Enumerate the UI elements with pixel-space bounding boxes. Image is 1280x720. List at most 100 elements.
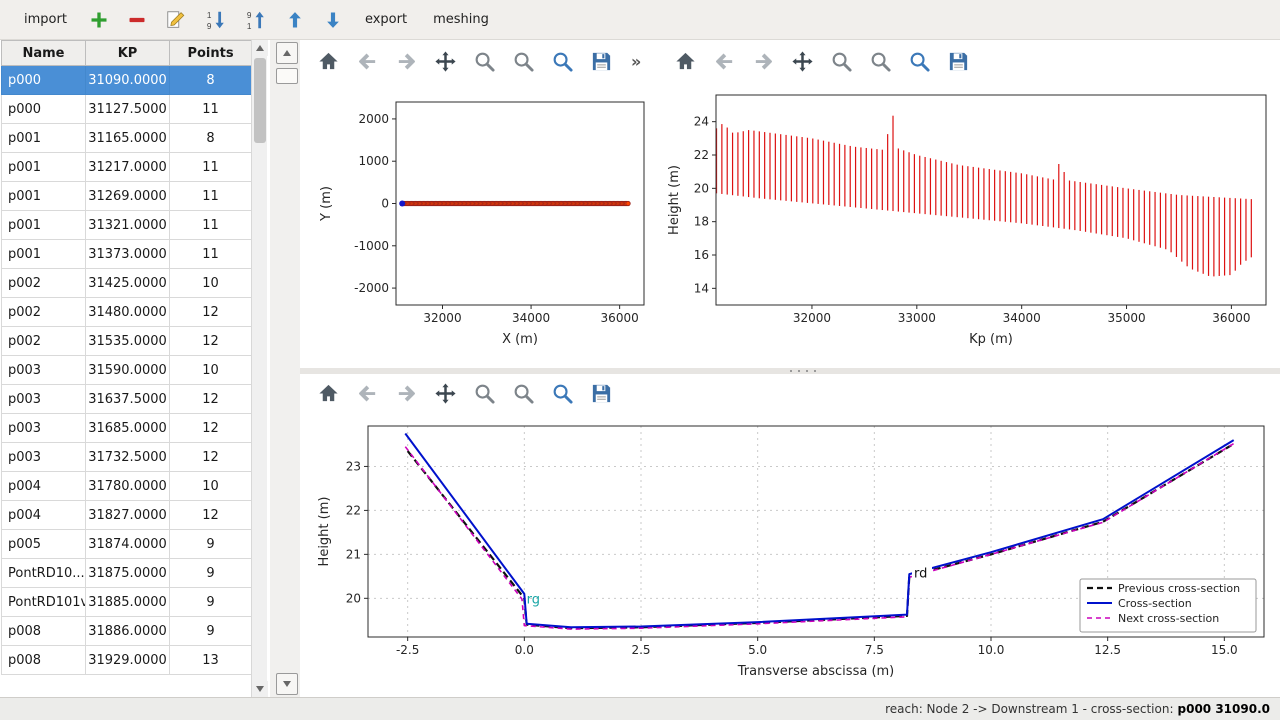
- cell-name[interactable]: p008: [1, 616, 86, 646]
- cell-kp[interactable]: 31590.0000: [85, 355, 170, 385]
- cell-kp[interactable]: 31929.0000: [85, 645, 170, 675]
- table-row[interactable]: p002 31425.0000 10: [1, 268, 252, 298]
- table-scrollbar[interactable]: [251, 40, 268, 697]
- move-down-button[interactable]: [321, 8, 345, 32]
- column-header-name[interactable]: Name: [1, 40, 86, 66]
- cell-name[interactable]: p002: [1, 297, 86, 327]
- cell-points[interactable]: 10: [169, 268, 252, 298]
- cell-kp[interactable]: 31373.0000: [85, 239, 170, 269]
- table-row[interactable]: p002 31480.0000 12: [1, 297, 252, 327]
- table-row[interactable]: p001 31321.0000 11: [1, 210, 252, 240]
- cell-name[interactable]: p001: [1, 181, 86, 211]
- zoom-button[interactable]: [828, 48, 855, 75]
- cell-kp[interactable]: 31127.5000: [85, 94, 170, 124]
- cell-points[interactable]: 11: [169, 210, 252, 240]
- cell-points[interactable]: 9: [169, 587, 252, 617]
- cell-kp[interactable]: 31090.0000: [85, 65, 170, 95]
- table-row[interactable]: p008 31929.0000 13: [1, 645, 252, 675]
- longitudinal-profile-chart[interactable]: 32000 33000 34000 35000 36000 14 16 18 20 22 24 Kp …: [660, 78, 1280, 368]
- cell-points[interactable]: 11: [169, 94, 252, 124]
- cell-points[interactable]: 12: [169, 297, 252, 327]
- table-row[interactable]: p005 31874.0000 9: [1, 529, 252, 559]
- import-button[interactable]: import: [24, 12, 67, 27]
- zoom-button[interactable]: [471, 380, 498, 407]
- cell-points[interactable]: 12: [169, 500, 252, 530]
- cell-kp[interactable]: 31732.5000: [85, 442, 170, 472]
- table-row[interactable]: p004 31780.0000 10: [1, 471, 252, 501]
- cell-kp[interactable]: 31827.0000: [85, 500, 170, 530]
- zoom-in-button[interactable]: [510, 380, 537, 407]
- cell-name[interactable]: p002: [1, 326, 86, 356]
- cell-name[interactable]: p004: [1, 471, 86, 501]
- cell-kp[interactable]: 31269.0000: [85, 181, 170, 211]
- cell-name[interactable]: p000: [1, 65, 86, 95]
- table-row[interactable]: PontRD10... 31875.0000 9: [1, 558, 252, 588]
- table-row[interactable]: p001 31373.0000 11: [1, 239, 252, 269]
- zoom-fit-button[interactable]: [549, 48, 576, 75]
- table-row[interactable]: p003 31590.0000 10: [1, 355, 252, 385]
- cross-section-chart[interactable]: -2.5 0.0 2.5 5.0 7.5 10.0 12.5 15.0 20 21 22 23 Tran…: [300, 410, 1280, 697]
- table-row[interactable]: p003 31732.5000 12: [1, 442, 252, 472]
- cell-kp[interactable]: 31480.0000: [85, 297, 170, 327]
- zoom-in-button[interactable]: [867, 48, 894, 75]
- cell-points[interactable]: 10: [169, 471, 252, 501]
- cell-kp[interactable]: 31875.0000: [85, 558, 170, 588]
- sort-descending-button[interactable]: [243, 7, 269, 33]
- cell-name[interactable]: p003: [1, 442, 86, 472]
- table-row[interactable]: p000 31090.0000 8: [1, 65, 252, 95]
- cell-kp[interactable]: 31535.0000: [85, 326, 170, 356]
- cell-name[interactable]: p000: [1, 94, 86, 124]
- save-button[interactable]: [588, 380, 615, 407]
- cell-points[interactable]: 10: [169, 355, 252, 385]
- cell-kp[interactable]: 31425.0000: [85, 268, 170, 298]
- table-row[interactable]: p004 31827.0000 12: [1, 500, 252, 530]
- cell-name[interactable]: p003: [1, 355, 86, 385]
- scroll-down-button[interactable]: [252, 681, 268, 697]
- cell-points[interactable]: 9: [169, 529, 252, 559]
- cell-name[interactable]: p001: [1, 152, 86, 182]
- pan-button[interactable]: [432, 380, 459, 407]
- delete-cross-section-button[interactable]: [125, 8, 149, 32]
- zoom-fit-button[interactable]: [549, 380, 576, 407]
- save-button[interactable]: [945, 48, 972, 75]
- cell-points[interactable]: 12: [169, 384, 252, 414]
- table-row[interactable]: p003 31637.5000 12: [1, 384, 252, 414]
- cell-kp[interactable]: 31637.5000: [85, 384, 170, 414]
- export-button[interactable]: export: [364, 12, 408, 27]
- zoom-in-button[interactable]: [510, 48, 537, 75]
- cell-name[interactable]: p003: [1, 384, 86, 414]
- pan-button[interactable]: [789, 48, 816, 75]
- add-cross-section-button[interactable]: [87, 8, 111, 32]
- cell-name[interactable]: p001: [1, 210, 86, 240]
- column-header-points[interactable]: Points: [169, 40, 252, 66]
- cell-points[interactable]: 12: [169, 442, 252, 472]
- cell-name[interactable]: p005: [1, 529, 86, 559]
- cell-name[interactable]: p003: [1, 413, 86, 443]
- panel-scroll-up-button[interactable]: [276, 42, 298, 64]
- home-button[interactable]: [315, 380, 342, 407]
- cell-kp[interactable]: 31886.0000: [85, 616, 170, 646]
- meshing-button[interactable]: meshing: [433, 12, 489, 27]
- cell-kp[interactable]: 31685.0000: [85, 413, 170, 443]
- save-button[interactable]: [588, 48, 615, 75]
- cell-name[interactable]: p004: [1, 500, 86, 530]
- sort-ascending-button[interactable]: [203, 7, 229, 33]
- cell-points[interactable]: 11: [169, 181, 252, 211]
- table-row[interactable]: PontRD101v 31885.0000 9: [1, 587, 252, 617]
- cell-points[interactable]: 9: [169, 616, 252, 646]
- cell-points[interactable]: 12: [169, 413, 252, 443]
- cell-points[interactable]: 12: [169, 326, 252, 356]
- plan-view-chart[interactable]: 32000 34000 36000 -2000 -1000 0 1000 2000 X (m) Y…: [300, 78, 658, 368]
- forward-button[interactable]: [750, 48, 777, 75]
- panel-scrollbar-thumb[interactable]: [276, 68, 298, 84]
- table-row[interactable]: p001 31165.0000 8: [1, 123, 252, 153]
- cell-kp[interactable]: 31885.0000: [85, 587, 170, 617]
- forward-button[interactable]: [393, 380, 420, 407]
- home-button[interactable]: [672, 48, 699, 75]
- back-button[interactable]: [711, 48, 738, 75]
- cell-points[interactable]: 9: [169, 558, 252, 588]
- panel-scrollbar[interactable]: [276, 42, 298, 695]
- cell-points[interactable]: 8: [169, 123, 252, 153]
- cell-name[interactable]: PontRD10...: [1, 558, 86, 588]
- cell-kp[interactable]: 31780.0000: [85, 471, 170, 501]
